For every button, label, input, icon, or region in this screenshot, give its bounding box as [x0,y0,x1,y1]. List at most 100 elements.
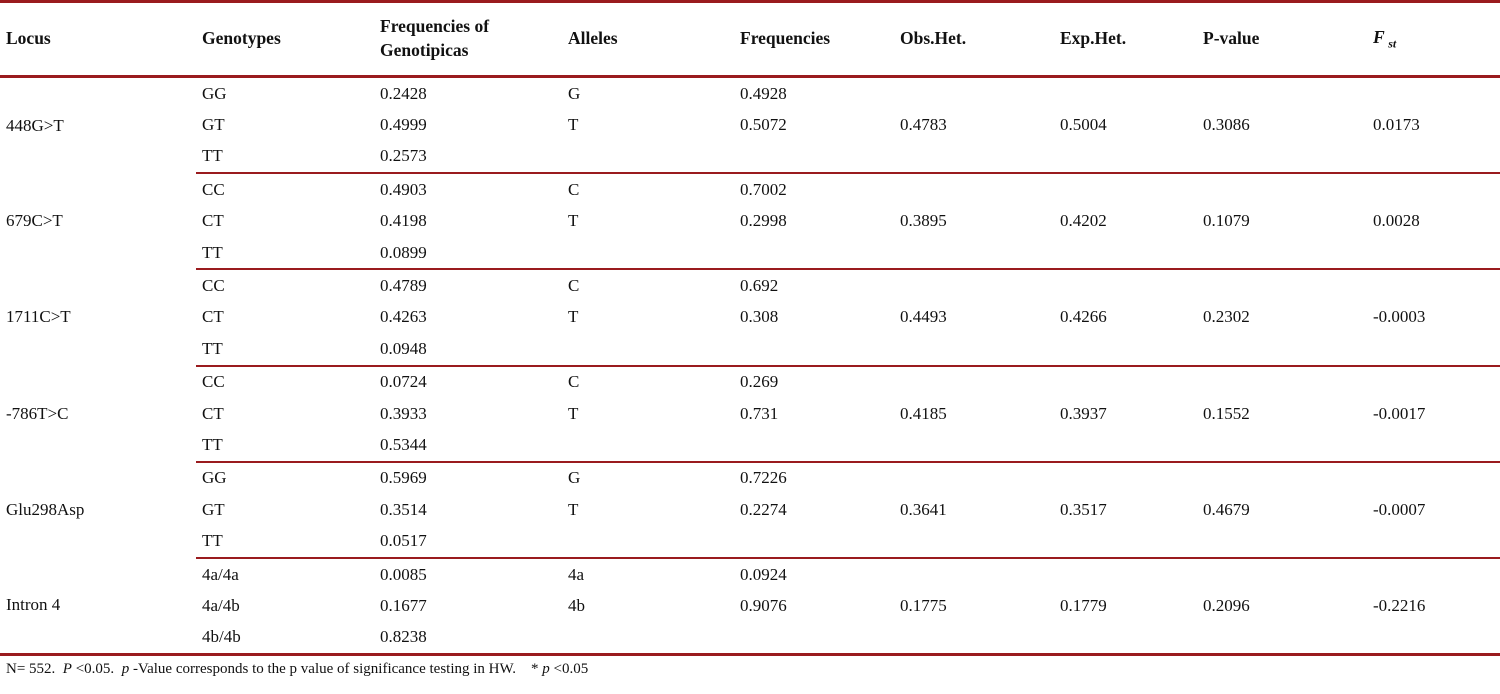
cell-allele [562,622,734,655]
table-row: Intron 4 4a/4a 0.0085 4a 0.0924 [0,558,1500,615]
cell-obs-het: 0.1775 [900,595,947,615]
cell-p-value [1197,173,1367,205]
footnote-italic-text: p [542,661,550,678]
cell-fst [1367,462,1500,494]
cell-allele: G [568,468,581,488]
cell-obs-het: 0.3641 [900,499,947,519]
cell-genotype: CT [202,211,224,231]
cell-p-value [1197,269,1367,301]
cell-allele-frequency [734,333,894,367]
cell-genotype-frequency: 0.5969 [380,468,427,488]
cell-allele [562,236,734,271]
cell-allele-frequency: 0.269 [740,372,779,392]
cell-allele: 4a [568,564,585,584]
cell-p-value: 0.4679 [1203,499,1250,519]
cell-fst [1367,333,1500,367]
cell-genotype: GG [202,83,227,103]
cell-genotype-frequency: 0.0948 [374,333,562,367]
table-row: TT 0.5344 [0,429,1500,463]
cell-exp-het [1054,140,1197,175]
footnote: N= 552. P <0.05. p -Value corresponds to… [0,656,1500,678]
cell-genotype: CC [202,276,225,296]
cell-locus: Glu298Asp [6,499,85,519]
table-row: CT 0.4263 T 0.308 0.4493 0.4266 0.2302 -0.0003 [0,302,1500,333]
cell-fst: 0.0173 [1373,115,1420,135]
cell-locus: 1711C>T [6,307,71,327]
cell-obs-het [894,622,1054,655]
table-row: 448G>T GG 0.2428 G 0.4928 [0,77,1500,135]
cell-genotype: 4a/4b [202,595,240,615]
cell-allele-frequency: 0.7002 [740,179,787,199]
cell-allele-frequency [734,236,894,271]
cell-fst: -0.0007 [1373,499,1426,519]
cell-genotype: TT [196,333,374,367]
cell-exp-het: 0.1779 [1060,595,1107,615]
cell-obs-het [894,333,1054,367]
cell-genotype-frequency: 0.0517 [374,525,562,559]
cell-genotype-frequency: 0.0724 [380,372,427,392]
table-row: 1711C>T CC 0.4789 C 0.692 [0,269,1500,326]
cell-obs-het: 0.3895 [900,211,947,231]
cell-obs-het [894,140,1054,175]
cell-p-value [1197,333,1367,367]
cell-genotype: 4b/4b [202,627,241,647]
column-header-p-value: P-value [1197,1,1367,78]
cell-allele: C [568,372,580,392]
cell-obs-het: 0.4185 [900,403,947,423]
cell-genotype-frequency: 0.4999 [380,115,427,135]
cell-genotype-frequency: 0.5344 [374,429,562,463]
column-header-exp-het: Exp.Het. [1054,1,1197,78]
cell-allele-frequency [734,140,894,175]
cell-fst [1367,269,1500,301]
cell-obs-het [894,173,1054,205]
column-header-frequencies: Frequencies [734,1,894,78]
cell-obs-het: 0.4783 [900,115,947,135]
column-header-alleles: Alleles [562,1,734,78]
cell-genotype: TT [196,429,374,463]
cell-fst [1367,525,1500,559]
cell-obs-het: 0.4493 [900,307,947,327]
cell-p-value [1197,236,1367,271]
cell-allele-frequency [734,525,894,559]
cell-fst [1367,366,1500,398]
cell-fst: -0.0017 [1373,403,1426,423]
table-row: 4a/4b 0.1677 4b 0.9076 0.1775 0.1779 0.2096 -0.… [0,590,1500,621]
cell-allele-frequency: 0.2998 [740,211,787,231]
footnote-text: <0.05. [71,661,122,678]
cell-fst [1367,140,1500,175]
cell-exp-het: 0.3937 [1060,403,1107,423]
column-header-obs-het: Obs.Het. [894,1,1054,78]
cell-exp-het [1054,236,1197,271]
column-header-locus: Locus [0,1,196,78]
cell-allele: 4b [568,595,585,615]
cell-p-value [1197,77,1367,110]
cell-allele [562,333,734,367]
cell-genotype-frequency: 0.4198 [380,211,427,231]
cell-allele-frequency [734,622,894,655]
cell-allele-frequency [734,429,894,463]
fst-symbol: F [1373,27,1385,48]
cell-locus: -786T>C [6,403,69,423]
cell-fst: -0.2216 [1373,595,1426,615]
cell-fst: -0.0003 [1373,307,1426,327]
table-row: TT 0.2573 [0,140,1500,175]
footnote-italic-text: P [62,661,72,678]
cell-p-value: 0.3086 [1203,115,1250,135]
cell-fst: 0.0028 [1373,211,1420,231]
cell-genotype-frequency: 0.8238 [380,627,427,647]
cell-locus: Intron 4 [6,595,61,615]
cell-exp-het: 0.4202 [1060,211,1107,231]
cell-genotype: CC [202,372,225,392]
cell-exp-het [1054,77,1197,110]
cell-p-value: 0.1079 [1203,211,1250,231]
cell-exp-het [1054,429,1197,463]
column-header-genotype-frequencies: Frequencies of Genotipicas [374,1,562,78]
table-row: TT 0.0899 [0,236,1500,271]
cell-obs-het [894,77,1054,110]
fst-subscript: st [1388,36,1397,51]
column-header-genotypes: Genotypes [196,1,374,78]
cell-allele: T [568,307,579,327]
cell-allele: C [568,179,580,199]
footnote-text: N= 552. [6,661,63,678]
cell-genotype: GG [202,468,227,488]
